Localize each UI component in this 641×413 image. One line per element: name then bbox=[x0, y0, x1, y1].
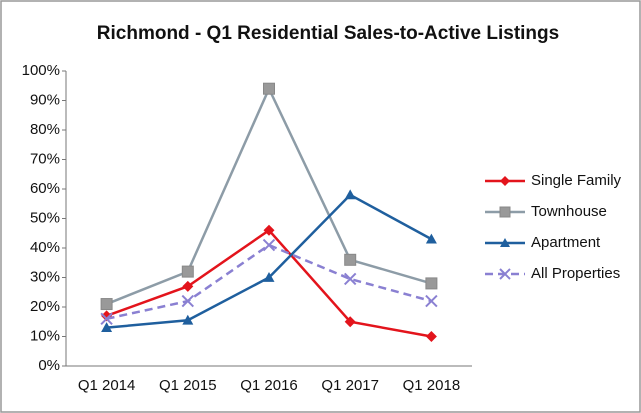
y-tick-label: 60% bbox=[30, 180, 60, 197]
legend-marker bbox=[499, 206, 511, 218]
y-tick-label: 100% bbox=[22, 62, 60, 79]
marker bbox=[100, 298, 113, 311]
legend-label: Apartment bbox=[531, 234, 601, 251]
marker bbox=[263, 272, 275, 282]
marker bbox=[181, 265, 194, 278]
y-tick-label: 20% bbox=[30, 298, 60, 315]
marker bbox=[101, 322, 113, 333]
marker bbox=[182, 280, 194, 292]
x-tick-label: Q1 2016 bbox=[240, 377, 298, 394]
marker bbox=[100, 312, 113, 326]
series-line bbox=[106, 243, 432, 321]
legend-label: Townhouse bbox=[531, 203, 607, 220]
y-tick-label: 70% bbox=[30, 150, 60, 167]
marker bbox=[263, 224, 275, 236]
y-tick-label: 30% bbox=[30, 268, 60, 285]
legend-marker bbox=[499, 268, 511, 280]
x-tick-label: Q1 2015 bbox=[159, 377, 217, 394]
legend-marker bbox=[500, 238, 510, 247]
marker bbox=[425, 277, 438, 290]
marker bbox=[181, 294, 195, 308]
y-tick-label: 80% bbox=[30, 121, 60, 138]
marker bbox=[182, 314, 194, 325]
marker bbox=[425, 294, 438, 308]
marker bbox=[425, 233, 437, 244]
x-tick-label: Q1 2017 bbox=[321, 377, 379, 394]
marker bbox=[344, 316, 356, 328]
legend-label: Single Family bbox=[531, 172, 622, 189]
marker bbox=[343, 272, 357, 286]
y-tick-label: 90% bbox=[30, 91, 60, 108]
marker bbox=[344, 253, 357, 266]
x-tick-label: Q1 2018 bbox=[403, 377, 461, 394]
marker bbox=[344, 189, 356, 200]
marker bbox=[262, 238, 276, 252]
chart-title: Richmond - Q1 Residential Sales-to-Activ… bbox=[97, 23, 559, 44]
y-tick-label: 10% bbox=[30, 327, 60, 344]
x-tick-label: Q1 2014 bbox=[78, 377, 136, 394]
y-tick-label: 40% bbox=[30, 239, 60, 256]
legend-label: All Properties bbox=[531, 265, 620, 282]
marker bbox=[425, 331, 437, 342]
legend-marker bbox=[500, 176, 510, 186]
y-tick-label: 50% bbox=[30, 209, 60, 226]
marker bbox=[263, 82, 275, 95]
y-tick-label: 0% bbox=[38, 357, 60, 374]
